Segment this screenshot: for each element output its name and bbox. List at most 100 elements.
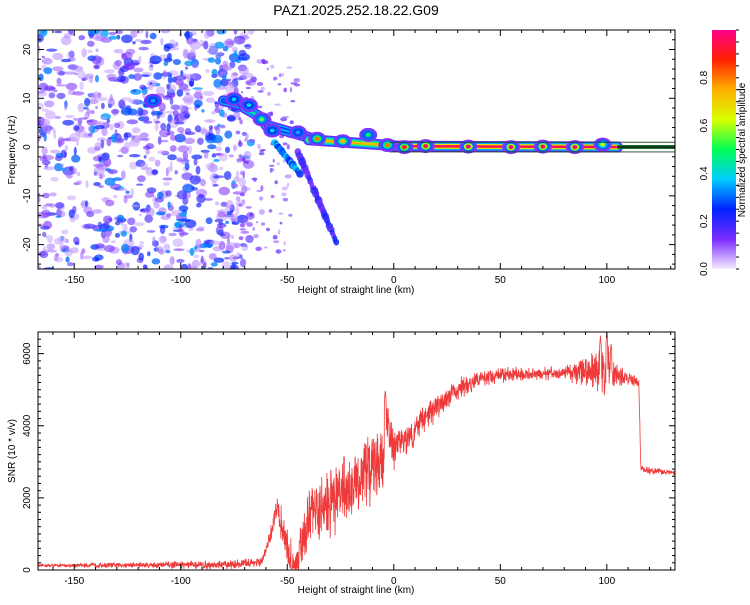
heatmap-noise-blob [233, 176, 240, 183]
heatmap-noise-blob [94, 264, 104, 269]
heatmap-noise-blob [102, 222, 110, 229]
heatmap-noise-blob [281, 186, 288, 191]
heatmap-noise-blob [57, 235, 67, 244]
heatmap-noise-blob [245, 86, 251, 90]
heatmap-noise-blob [239, 228, 247, 231]
heatmap-noise-blob [211, 111, 216, 115]
heatmap-noise-blob [247, 30, 255, 35]
heatmap-noise-blob [273, 240, 280, 244]
heatmap-noise-blob [139, 241, 144, 245]
heatmap-noise-blob [240, 193, 245, 197]
heatmap-noise-blob [109, 185, 118, 189]
heatmap-noise-blob [41, 55, 45, 59]
heatmap-noise-blob [184, 162, 190, 171]
heatmap-noise-blob [42, 231, 47, 237]
heatmap-noise-blob [62, 138, 71, 142]
snr-panel: -150 -100 -50 0 50 100 0 2000 4000 6000 Height of… [7, 331, 676, 596]
heatmap-noise-blob [211, 68, 218, 76]
heatmap-ridge-blob [508, 145, 514, 150]
heatmap-noise-blob [235, 196, 241, 202]
heatmap-ridge-blob [314, 136, 320, 141]
heatmap-noise-blob [214, 102, 219, 109]
heatmap-noise-blob [49, 149, 61, 154]
heatmap-noise-blob [179, 212, 187, 218]
heatmap-noise-blob [110, 133, 117, 143]
heatmap-noise-blob [82, 255, 93, 260]
heatmap-noise-blob [238, 49, 247, 57]
heatmap-noise-blob [65, 114, 75, 119]
heatmap-noise-blob [44, 220, 50, 226]
heatmap-noise-blob [95, 105, 99, 110]
heatmap-noise-blob [237, 141, 243, 148]
heatmap-noise-blob [158, 102, 166, 112]
heatmap-noise-blob [256, 59, 263, 64]
heatmap-noise-blob [231, 46, 238, 53]
heatmap-noise-blob [207, 144, 217, 150]
heatmap-noise-blob [202, 261, 207, 269]
heatmap-noise-blob [172, 59, 181, 65]
heatmap-noise-blob [240, 230, 250, 234]
heatmap-noise-blob [238, 177, 247, 187]
heatmap-noise-blob [106, 73, 117, 80]
heatmap-noise-blob [64, 71, 76, 75]
heatmap-noise-blob [98, 121, 102, 125]
heatmap-noise-blob [59, 210, 66, 217]
heatmap-noise-blob [248, 138, 256, 143]
heatmap-noise-blob [166, 123, 171, 132]
heatmap-noise-blob [150, 110, 163, 116]
heatmap-noise-blob [155, 211, 166, 216]
heatmap-noise-blob [148, 64, 154, 71]
heatmap-noise-blob [151, 258, 161, 265]
heatmap-noise-blob [172, 238, 184, 248]
heatmap-noise-blob [222, 64, 229, 73]
heatmap-noise-blob [141, 74, 150, 77]
heatmap-noise-blob [282, 72, 284, 77]
heatmap-noise-blob [123, 195, 128, 204]
heatmap-noise-blob [87, 40, 95, 47]
heatmap-noise-blob [39, 156, 48, 162]
heatmap-noise-blob [41, 108, 49, 112]
heatmap-noise-blob [195, 165, 201, 175]
heatmap-noise-blob [226, 114, 236, 122]
heatmap-noise-blob [214, 41, 225, 49]
heatmap-noise-blob [157, 191, 164, 200]
heatmap-ridge-blob [150, 98, 156, 103]
heatmap-noise-blob [260, 185, 264, 192]
heatmap-noise-blob [184, 73, 197, 80]
heatmap-noise-blob [105, 199, 115, 207]
heatmap-noise-blob [242, 173, 245, 179]
x-tick-label: 100 [598, 576, 615, 587]
heatmap-noise-blob [73, 236, 80, 245]
heatmap-noise-blob [73, 213, 80, 221]
heatmap-noise-blob [184, 113, 190, 119]
heatmap-noise-blob [52, 127, 56, 133]
colorbar-tick-label: 0.0 [699, 262, 710, 276]
heatmap-noise-blob [166, 83, 171, 90]
heatmap-noise-blob [276, 162, 280, 166]
heatmap-noise-blob [138, 55, 142, 64]
heatmap-noise-blob [86, 211, 95, 218]
heatmap-noise-blob [39, 30, 48, 37]
heatmap-noise-blob [197, 137, 204, 145]
heatmap-noise-blob [189, 247, 195, 256]
heatmap-noise-blob [282, 197, 289, 202]
heatmap-noise-blob [169, 97, 174, 105]
heatmap-noise-blob [86, 119, 94, 123]
y-tick-label: -20 [22, 237, 33, 252]
heatmap-ridge-blob [423, 144, 429, 149]
heatmap-noise-blob [290, 82, 298, 85]
heatmap-noise-blob [137, 30, 144, 34]
heatmap-noise-blob [119, 99, 125, 108]
heatmap-noise-blob [144, 214, 153, 223]
heatmap-noise-blob [46, 48, 58, 52]
heatmap-noise-blob [43, 166, 55, 171]
heatmap-tails [271, 139, 340, 246]
heatmap-noise-blob [115, 220, 121, 226]
y-tick-label: -10 [22, 188, 33, 203]
heatmap-noise-blob [198, 193, 204, 199]
heatmap-noise-blob [284, 174, 292, 179]
heatmap-noise-blob [199, 96, 204, 100]
heatmap-noise-blob [109, 123, 114, 131]
heatmap-noise-blob [41, 209, 51, 218]
